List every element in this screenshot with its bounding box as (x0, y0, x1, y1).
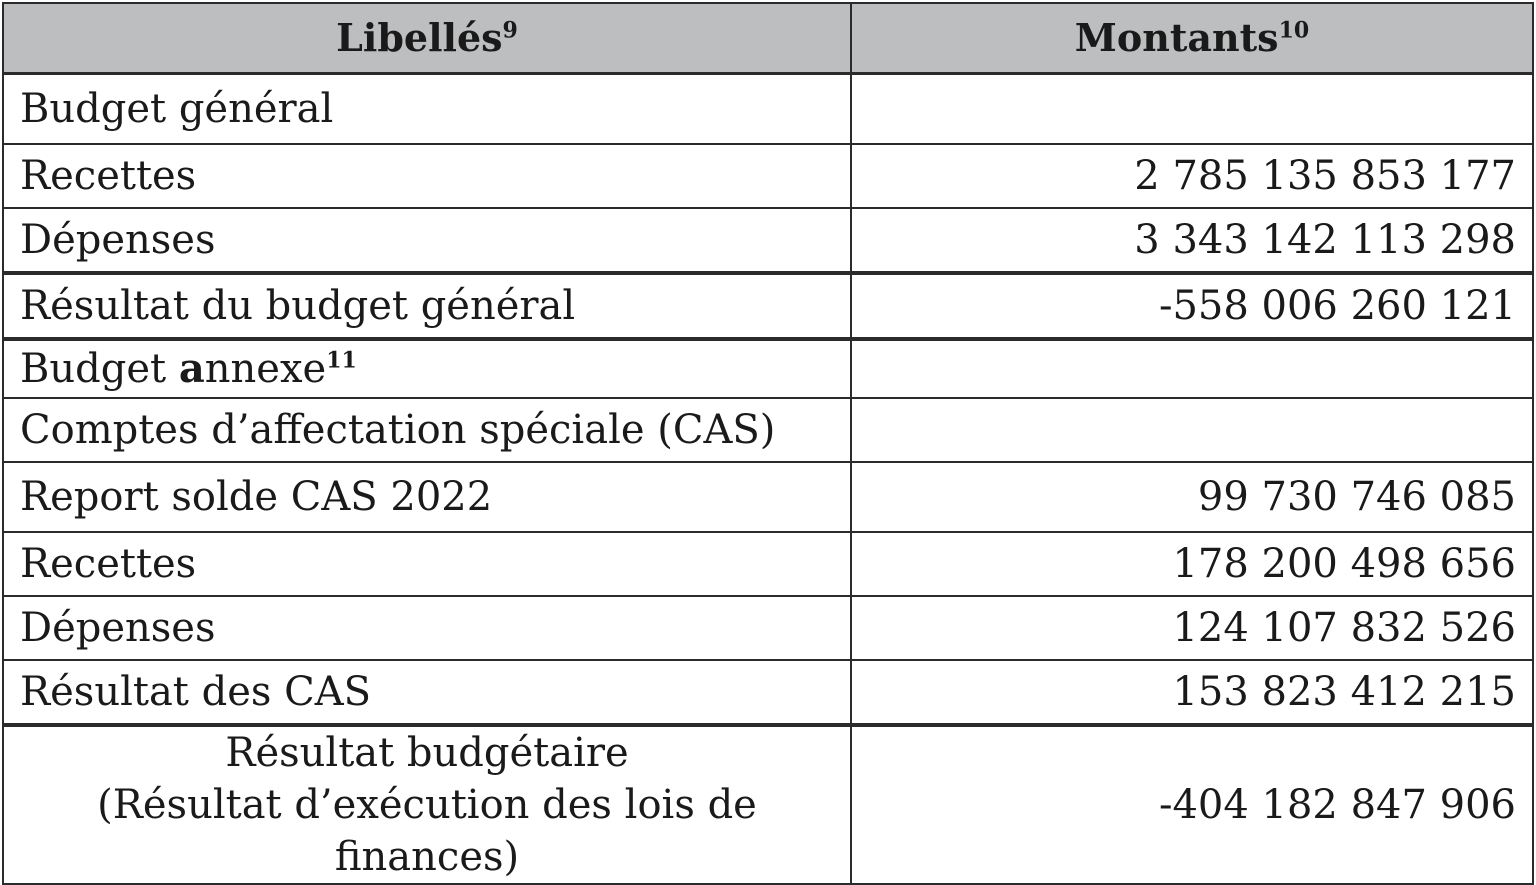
table-row: Budget général (2, 72, 1534, 145)
header-libelles: Libellés9 (2, 2, 852, 75)
row-label: Résultat du budget général (2, 271, 852, 340)
total-label-line1: Résultat budgétaire (225, 730, 629, 776)
total-amount: -404 182 847 906 (850, 723, 1534, 885)
table-row-total: Résultat budgétaire (Résultat d’exécutio… (2, 723, 1534, 885)
table-row: Recettes 178 200 498 656 (2, 531, 1534, 597)
table-row: Recettes 2 785 135 853 177 (2, 143, 1534, 209)
row-amount (850, 72, 1534, 145)
row-label: Résultat des CAS (2, 659, 852, 726)
header-montants-text: Montants (1074, 15, 1279, 61)
footnote-ref-10: 10 (1278, 17, 1310, 44)
row-amount: 178 200 498 656 (850, 531, 1534, 597)
row-amount: 153 823 412 215 (850, 659, 1534, 726)
table-row-subtotal: Résultat du budget général -558 006 260 … (2, 271, 1534, 340)
row-label: Recettes (2, 143, 852, 209)
row-label: Dépenses (2, 595, 852, 661)
table-row: Report solde CAS 2022 99 730 746 085 (2, 461, 1534, 533)
label-bold: a (178, 345, 205, 392)
row-amount: 2 785 135 853 177 (850, 143, 1534, 209)
row-label: Budget général (2, 72, 852, 145)
table-row: Dépenses 3 343 142 113 298 (2, 207, 1534, 274)
label-prefix: Budget (20, 346, 179, 392)
table-row: Comptes d’affectation spéciale (CAS) (2, 397, 1534, 463)
table-row: Budget annexe11 (2, 337, 1534, 399)
row-label: Comptes d’affectation spéciale (CAS) (2, 397, 852, 463)
header-libelles-text: Libellés (336, 15, 503, 61)
row-amount (850, 337, 1534, 399)
total-label: Résultat budgétaire (Résultat d’exécutio… (2, 723, 852, 885)
label-suffix: nnexe (204, 346, 327, 392)
table-row: Dépenses 124 107 832 526 (2, 595, 1534, 661)
table-row-subtotal: Résultat des CAS 153 823 412 215 (2, 659, 1534, 726)
total-label-line2: (Résultat d’exécution des lois de financ… (97, 782, 757, 880)
row-amount: 3 343 142 113 298 (850, 207, 1534, 274)
footnote-ref-11: 11 (326, 347, 357, 374)
row-amount (850, 397, 1534, 463)
row-label: Report solde CAS 2022 (2, 461, 852, 533)
header-montants: Montants10 (850, 2, 1534, 75)
footnote-ref-9: 9 (502, 17, 518, 44)
row-label: Recettes (2, 531, 852, 597)
row-label: Dépenses (2, 207, 852, 274)
row-amount: 124 107 832 526 (850, 595, 1534, 661)
row-amount: 99 730 746 085 (850, 461, 1534, 533)
row-label-budget-annexe: Budget annexe11 (2, 337, 852, 399)
table-header-row: Libellés9 Montants10 (2, 2, 1534, 75)
row-amount: -558 006 260 121 (850, 271, 1534, 340)
